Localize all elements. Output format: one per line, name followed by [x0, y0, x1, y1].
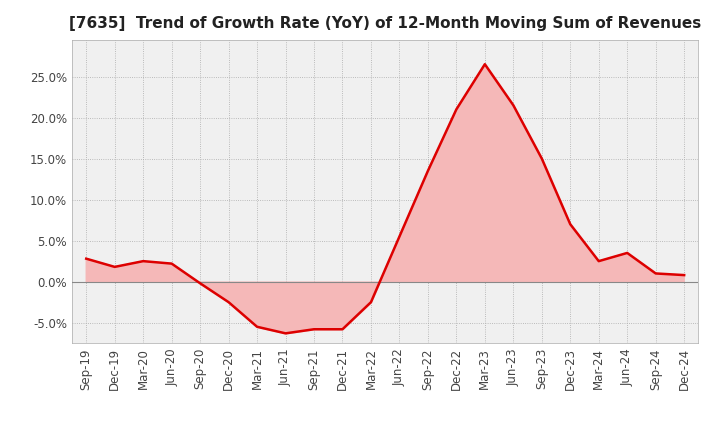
Title: [7635]  Trend of Growth Rate (YoY) of 12-Month Moving Sum of Revenues: [7635] Trend of Growth Rate (YoY) of 12-…	[69, 16, 701, 32]
